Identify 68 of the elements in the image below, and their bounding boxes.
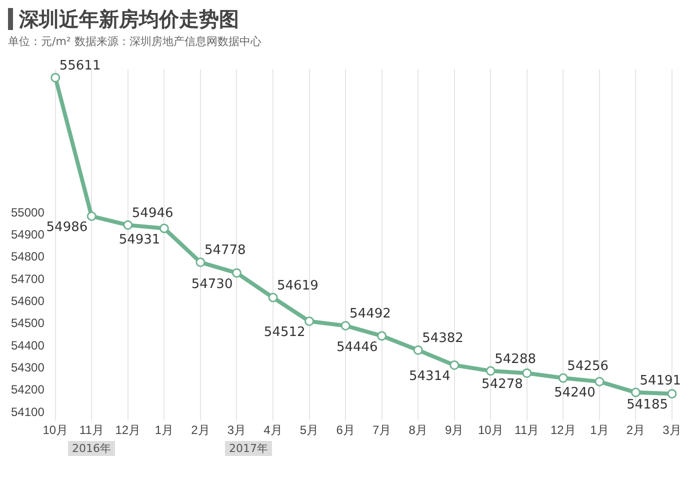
- point: [86, 211, 96, 221]
- data-label: 54382: [422, 330, 464, 346]
- point: [558, 373, 568, 383]
- data-label: 54446: [336, 340, 378, 355]
- point: [123, 220, 133, 230]
- data-label: 54256: [567, 358, 609, 374]
- point: [377, 331, 387, 341]
- x-tick-label: 10月: [478, 423, 504, 438]
- y-tick-label: 54300: [10, 360, 45, 375]
- y-tick-label: 54100: [10, 404, 45, 419]
- text: 2016年: [68, 441, 115, 456]
- text: 2017年: [225, 441, 272, 456]
- point: [232, 268, 242, 278]
- x-tick-label: 2月: [626, 423, 646, 438]
- y-tick-label: 54900: [10, 228, 45, 242]
- point: [450, 360, 460, 370]
- point: [304, 316, 314, 326]
- y-tick-label: 54600: [10, 294, 45, 308]
- point: [268, 292, 278, 302]
- data-label: 54512: [264, 325, 306, 340]
- point: [50, 72, 60, 82]
- x-tick-label: 1月: [590, 423, 609, 438]
- data-label: 54191: [640, 373, 682, 388]
- y-tick-label: 55000: [10, 205, 45, 220]
- data-label: 54314: [409, 369, 450, 384]
- point: [159, 224, 169, 234]
- x-tick-label: 11月: [79, 423, 104, 438]
- x-tick-label: 5月: [300, 423, 319, 438]
- point: [486, 366, 496, 376]
- x-tick-label: 11月: [514, 423, 540, 438]
- x-tick-label: 4月: [264, 423, 282, 438]
- y-tick-label: 54200: [10, 382, 45, 397]
- chart-title: 深圳近年新房均价走势图: [8, 7, 692, 31]
- x-tick-label: 10月: [42, 423, 68, 438]
- data-label: 54931: [118, 232, 160, 248]
- data-label: 54492: [350, 306, 391, 322]
- x-tick-label: 6月: [336, 423, 355, 438]
- x-tick-label: 3月: [227, 423, 246, 438]
- data-label: 54278: [482, 377, 523, 392]
- point: [196, 258, 206, 268]
- data-label: 55611: [59, 58, 101, 74]
- x-tick-label: 8月: [408, 423, 428, 438]
- point: [594, 376, 604, 386]
- y-tick-label: 54800: [10, 250, 45, 264]
- data-label: 54619: [277, 278, 318, 294]
- data-label: 54185: [626, 398, 668, 413]
- y-tick-label: 54500: [10, 316, 45, 330]
- y-tick-label: 54700: [10, 272, 45, 286]
- data-label: 54240: [554, 385, 596, 400]
- data-label: 54730: [191, 276, 233, 292]
- x-tick-label: 1月: [154, 423, 174, 438]
- data-label: 54946: [132, 206, 174, 221]
- point: [413, 345, 423, 355]
- x-tick-label: 3月: [662, 423, 682, 438]
- data-label: 54986: [46, 220, 88, 236]
- data-label: 54778: [204, 243, 246, 258]
- point: [522, 368, 532, 378]
- x-tick-label: 7月: [372, 423, 392, 438]
- point: [340, 320, 350, 330]
- point: [630, 388, 640, 398]
- x-tick-label: 12月: [550, 423, 576, 438]
- data-label: 54288: [494, 352, 536, 367]
- x-tick-label: 9月: [445, 423, 464, 438]
- point: [667, 389, 677, 399]
- x-tick-label: 2月: [191, 423, 210, 438]
- y-tick-label: 54400: [10, 338, 45, 352]
- chart-subtitle: 单位：元/m² 数据来源：深圳房地产信息网数据中心: [8, 34, 262, 49]
- x-tick-label: 12月: [115, 423, 141, 438]
